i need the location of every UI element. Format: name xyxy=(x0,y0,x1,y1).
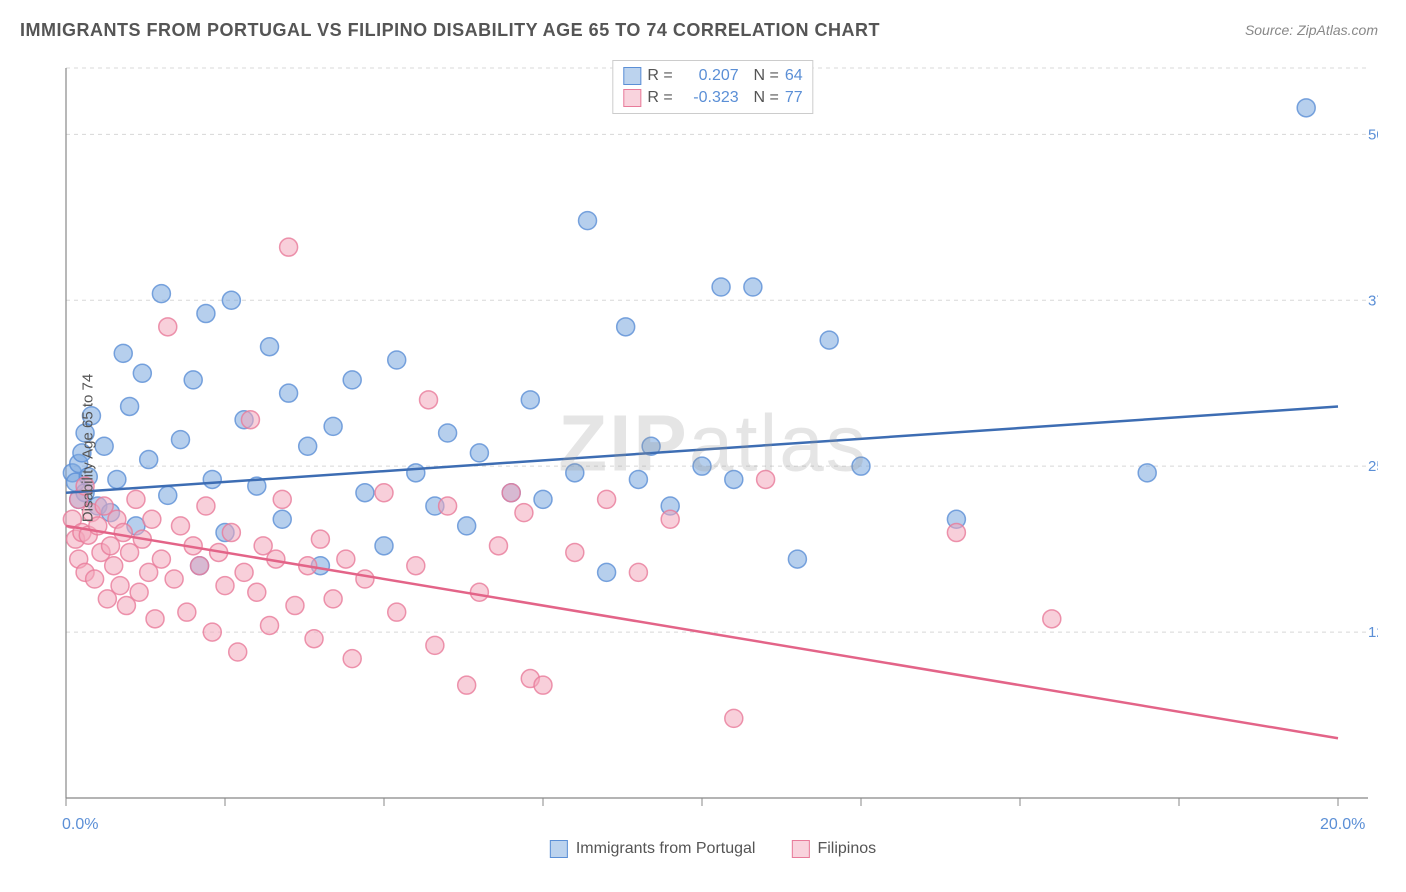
r-value: -0.323 xyxy=(679,89,739,107)
series-swatch xyxy=(623,67,641,85)
correlation-legend: R = 0.207 N = 64 R = -0.323 N = 77 xyxy=(612,60,813,114)
correlation-row: R = 0.207 N = 64 xyxy=(623,65,802,87)
series-swatch xyxy=(623,89,641,107)
series-swatch xyxy=(791,840,809,858)
correlation-row: R = -0.323 N = 77 xyxy=(623,87,802,109)
r-value: 0.207 xyxy=(679,67,739,85)
svg-text:12.5%: 12.5% xyxy=(1368,624,1378,641)
chart-title: IMMIGRANTS FROM PORTUGAL VS FILIPINO DIS… xyxy=(20,20,880,41)
r-label: R = xyxy=(647,67,672,85)
r-label: R = xyxy=(647,89,672,107)
series-legend: Immigrants from Portugal Filipinos xyxy=(550,840,876,858)
svg-text:37.5%: 37.5% xyxy=(1368,292,1378,309)
legend-item: Filipinos xyxy=(791,840,876,858)
chart-container: Disability Age 65 to 74 12.5% 25.0% 37.5% 5… xyxy=(48,58,1378,838)
y-axis-label: Disability Age 65 to 74 xyxy=(80,374,97,522)
x-axis-max-label: 20.0% xyxy=(1320,816,1365,834)
x-axis-min-label: 0.0% xyxy=(62,816,98,834)
scatter-chart: 12.5% 25.0% 37.5% 50.0% xyxy=(48,58,1378,838)
legend-item: Immigrants from Portugal xyxy=(550,840,756,858)
series-swatch xyxy=(550,840,568,858)
svg-text:50.0%: 50.0% xyxy=(1368,126,1378,143)
svg-text:25.0%: 25.0% xyxy=(1368,458,1378,475)
series-name: Filipinos xyxy=(817,840,876,858)
n-value: 77 xyxy=(785,89,803,107)
series-name: Immigrants from Portugal xyxy=(576,840,756,858)
n-label: N = xyxy=(745,89,779,107)
source-attribution: Source: ZipAtlas.com xyxy=(1245,22,1378,38)
n-value: 64 xyxy=(785,67,803,85)
n-label: N = xyxy=(745,67,779,85)
